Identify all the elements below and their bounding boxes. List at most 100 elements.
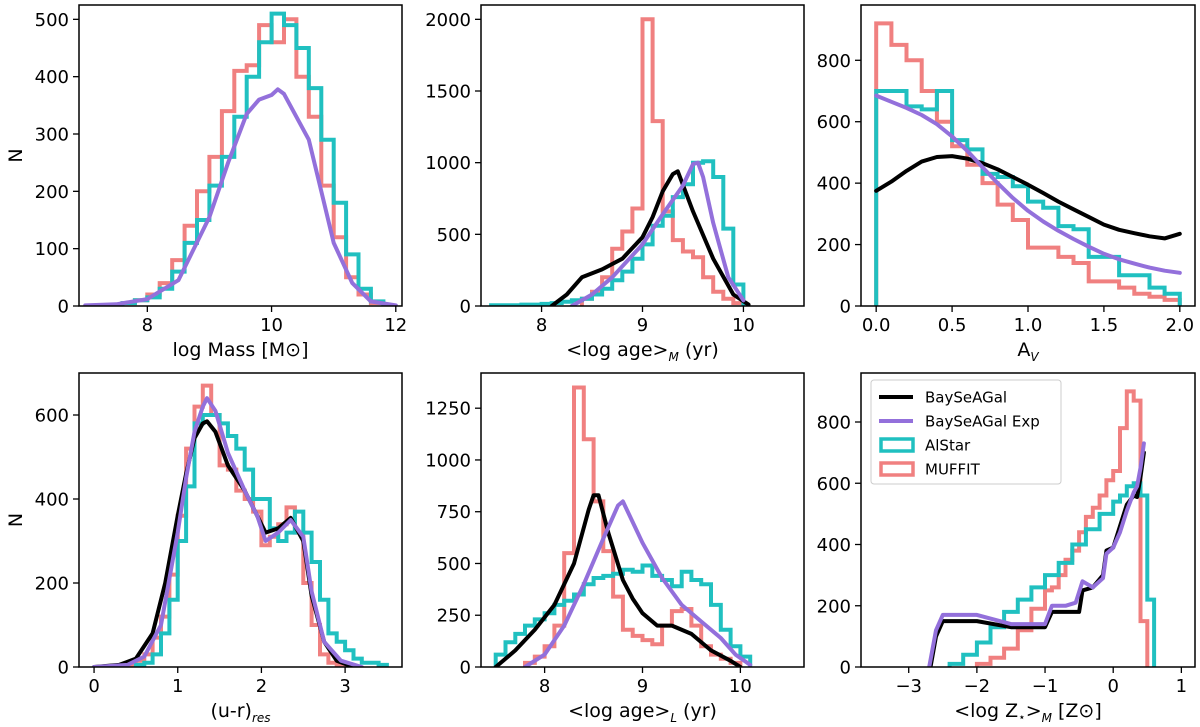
x-tick-label: 10: [729, 676, 752, 697]
y-tick-label: 400: [35, 67, 69, 88]
y-tick-label: 300: [35, 125, 69, 146]
y-tick-label: 400: [35, 490, 69, 511]
line-bayseagal-exp: [92, 396, 364, 667]
y-tick-label: 1000: [425, 450, 471, 471]
x-tick-label: 8: [539, 676, 550, 697]
panel-u-r-res: 0 1 2 3 0 200 400 600 (u-r)res N: [5, 372, 403, 725]
line-bayseagal-exp: [927, 441, 1146, 667]
x-axis-label: log Mass [M⊙]: [172, 339, 308, 361]
y-axis-label: N: [5, 513, 27, 527]
y-tick-label: 0: [58, 297, 69, 318]
x-tick-label: 0.5: [938, 315, 967, 336]
panel-log-age-light: 8 9 10 0 250 500 750 1000 1250 <log age>L (yr): [425, 372, 805, 725]
x-tick-label: 1: [172, 676, 183, 697]
y-tick-label: 600: [35, 406, 69, 427]
plot-area: [92, 383, 389, 667]
axes-frame: [860, 372, 1196, 668]
hist-alstar: [947, 481, 1157, 667]
plot-area: [874, 21, 1182, 306]
x-tick-label: 2.0: [1165, 315, 1194, 336]
x-tick-label: −3: [895, 676, 922, 697]
x-tick-label: −2: [964, 676, 991, 697]
x-tick-label: 1: [1176, 676, 1187, 697]
hist-alstar: [874, 89, 1182, 306]
hist-alstar: [489, 159, 746, 306]
x-tick-label: 1.5: [1090, 315, 1119, 336]
legend-label-bayseagal: BaySeAGal: [925, 389, 1007, 407]
panel-log-age-mass: 8 9 10 0 500 1000 1500 2000 <log age>M (yr): [425, 4, 805, 364]
axes-frame: [78, 372, 403, 668]
legend-label-bayseagal-exp: BaySeAGal Exp: [925, 413, 1040, 431]
x-tick-label: 2: [256, 676, 267, 697]
y-tick-label: 0: [840, 658, 851, 679]
axes-frame: [78, 4, 403, 307]
y-tick-label: 500: [35, 10, 69, 31]
hist-muffit: [974, 389, 1150, 667]
x-tick-label: 9: [637, 315, 648, 336]
y-tick-label: 750: [437, 502, 471, 523]
y-tick-label: 1000: [425, 153, 471, 174]
x-axis-label: <log age>M (yr): [566, 339, 719, 364]
y-tick-label: 600: [817, 112, 851, 133]
y-tick-label: 100: [35, 239, 69, 260]
line-bayseagal: [549, 169, 751, 306]
line-bayseagal-exp: [83, 87, 398, 306]
plot-area: [83, 11, 398, 306]
line-bayseagal-exp: [874, 93, 1182, 275]
y-tick-label: 200: [35, 574, 69, 595]
x-tick-label: 1.0: [1014, 315, 1043, 336]
x-tick-label: 0: [1107, 676, 1118, 697]
x-tick-label: 8: [536, 315, 547, 336]
x-tick-label: 10: [260, 315, 283, 336]
panel-log-mass: 8 10 12 0 100 200 300 400 500 log Mass [M⊙] N: [5, 4, 407, 361]
line-bayseagal-exp: [523, 499, 753, 667]
axes-frame: [480, 372, 805, 668]
y-tick-label: 1250: [425, 399, 471, 420]
legend-swatch-alstar: [879, 437, 915, 453]
x-axis-label: <log age>L (yr): [568, 700, 717, 725]
legend-label-alstar: AlStar: [925, 437, 971, 455]
y-tick-label: 800: [817, 51, 851, 72]
legend: BaySeAGal BaySeAGal Exp AlStar MUFFIT: [870, 379, 1062, 485]
legend-label-muffit: MUFFIT: [925, 461, 981, 479]
y-tick-label: 200: [35, 182, 69, 203]
x-axis-label: AV: [1017, 339, 1039, 364]
y-tick-label: 2000: [425, 10, 471, 31]
plot-area: [489, 17, 751, 306]
y-tick-label: 400: [817, 174, 851, 195]
line-bayseagal: [493, 493, 743, 667]
x-axis-label: <log Z⋆>M [Z⊙]: [954, 700, 1102, 725]
y-tick-label: 1500: [425, 82, 471, 103]
line-bayseagal: [92, 419, 356, 667]
x-tick-label: −1: [1032, 676, 1059, 697]
y-axis-label: N: [5, 148, 27, 162]
panel-av: 0.0 0.5 1.0 1.5 2.0 0 200 400 600 800 AV: [817, 4, 1196, 364]
y-tick-label: 500: [437, 225, 471, 246]
y-tick-label: 500: [437, 554, 471, 575]
legend-swatch-muffit: [879, 461, 915, 477]
y-tick-label: 0: [460, 297, 471, 318]
axes-frame: [860, 4, 1196, 307]
x-tick-label: 3: [339, 676, 350, 697]
x-tick-label: 0: [88, 676, 99, 697]
legend-box: [870, 379, 1062, 485]
y-tick-label: 200: [817, 235, 851, 256]
x-tick-label: 0.0: [862, 315, 891, 336]
x-tick-label: 10: [732, 315, 755, 336]
panel-log-z: −3 −2 −1 0 1 0 200 400 600 800 <log Z⋆>M [Z⊙] BaySe…: [817, 372, 1196, 725]
hist-muffit: [874, 21, 1182, 306]
y-tick-label: 0: [58, 658, 69, 679]
hist-alstar: [493, 563, 753, 667]
line-bayseagal: [874, 154, 1182, 241]
x-axis-label: (u-r)res: [210, 700, 270, 725]
x-tick-label: 9: [637, 676, 648, 697]
plot-area: [927, 389, 1157, 667]
y-tick-label: 400: [817, 535, 851, 556]
y-tick-label: 600: [817, 474, 851, 495]
y-tick-label: 250: [437, 606, 471, 627]
y-tick-label: 200: [817, 596, 851, 617]
line-bayseagal-exp: [569, 160, 746, 306]
hist-muffit: [579, 17, 746, 306]
hist-alstar: [133, 413, 389, 667]
